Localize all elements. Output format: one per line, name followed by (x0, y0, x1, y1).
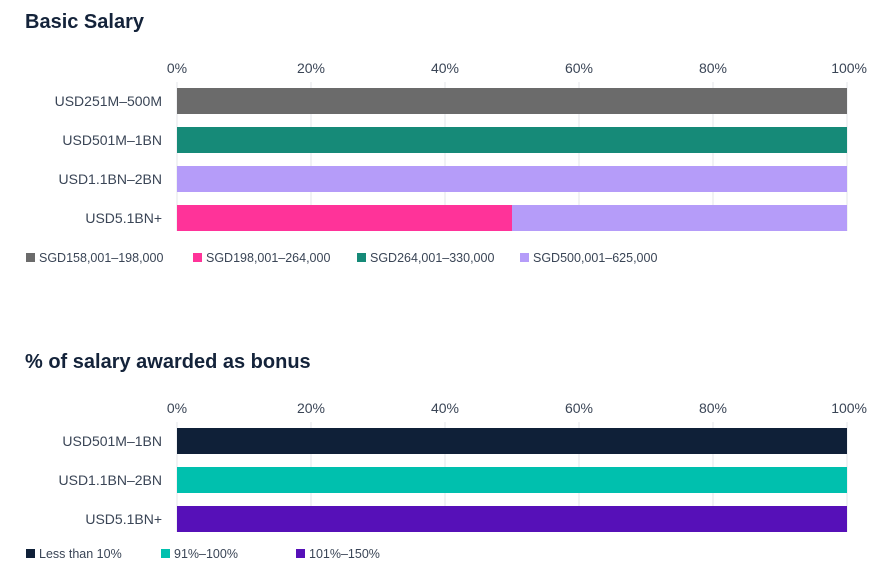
legend-label: SGD500,001–625,000 (533, 251, 657, 265)
x-tick-label: 40% (431, 400, 459, 416)
x-tick-label: 0% (167, 60, 187, 76)
x-tick-label: 80% (699, 60, 727, 76)
legend-label: SGD158,001–198,000 (39, 251, 163, 265)
legend-label: 101%–150% (309, 547, 380, 561)
bar-segment (177, 127, 847, 153)
bar-segment (512, 205, 847, 231)
category-label: USD251M–500M (55, 93, 162, 109)
bar-segment (177, 506, 847, 532)
x-tick-label: 40% (431, 60, 459, 76)
x-tick-label: 100% (831, 60, 867, 76)
x-tick-label: 0% (167, 400, 187, 416)
legend-label: SGD198,001–264,000 (206, 251, 330, 265)
x-tick-label: 60% (565, 60, 593, 76)
x-tick-label: 20% (297, 60, 325, 76)
chart-title: Basic Salary (25, 11, 145, 33)
bar-segment (177, 88, 847, 114)
legend-label: SGD264,001–330,000 (370, 251, 494, 265)
chart-title: % of salary awarded as bonus (25, 351, 311, 373)
legend-swatch (193, 253, 202, 262)
legend-swatch (296, 549, 305, 558)
category-label: USD5.1BN+ (85, 511, 162, 527)
legend-swatch (357, 253, 366, 262)
category-label: USD501M–1BN (62, 132, 162, 148)
category-label: USD1.1BN–2BN (59, 472, 163, 488)
bar-segment (177, 467, 847, 493)
legend-swatch (26, 253, 35, 262)
x-tick-label: 60% (565, 400, 593, 416)
bar-segment (177, 428, 847, 454)
category-label: USD5.1BN+ (85, 210, 162, 226)
bar-segment (177, 166, 847, 192)
category-label: USD501M–1BN (62, 433, 162, 449)
legend-swatch (26, 549, 35, 558)
bar-segment (177, 205, 512, 231)
x-tick-label: 80% (699, 400, 727, 416)
x-tick-label: 100% (831, 400, 867, 416)
legend-label: Less than 10% (39, 547, 122, 561)
legend-swatch (161, 549, 170, 558)
category-label: USD1.1BN–2BN (59, 171, 163, 187)
legend-label: 91%–100% (174, 547, 238, 561)
legend-swatch (520, 253, 529, 262)
x-tick-label: 20% (297, 400, 325, 416)
